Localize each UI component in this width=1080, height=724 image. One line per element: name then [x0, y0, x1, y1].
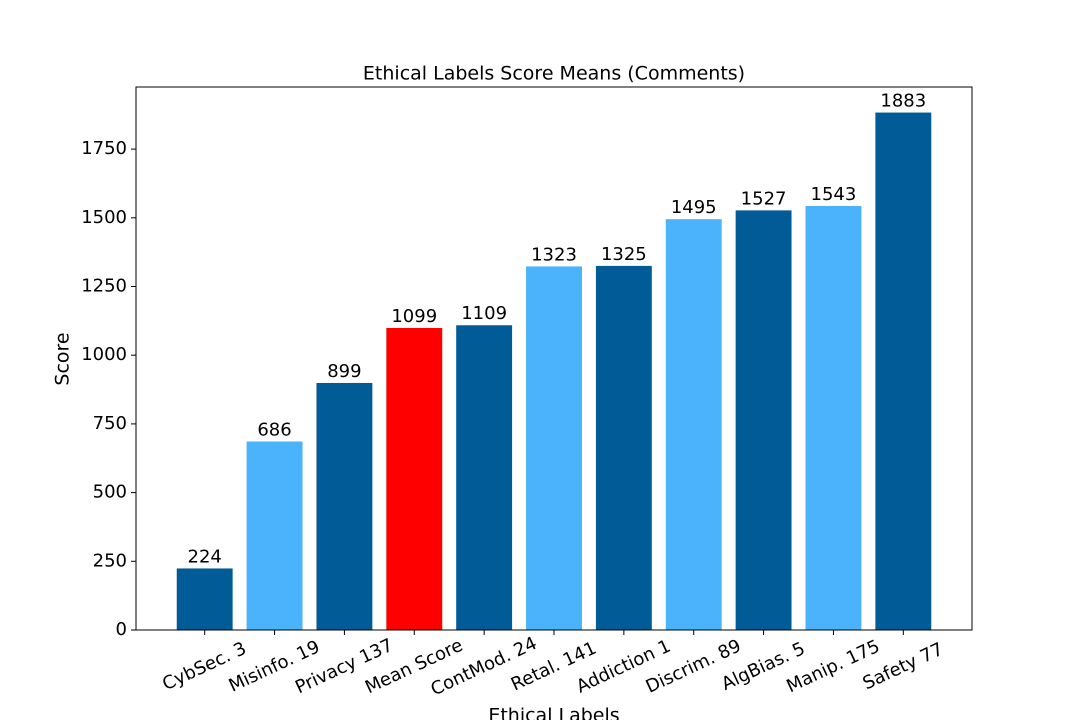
bar — [805, 205, 862, 630]
value-label: 224 — [188, 546, 222, 567]
y-tick-label: 1250 — [81, 276, 127, 297]
value-label: 686 — [257, 419, 291, 440]
y-tick-label: 1750 — [81, 138, 127, 159]
bar — [665, 219, 722, 631]
y-tick-label: 1500 — [81, 207, 127, 228]
value-label: 1323 — [531, 244, 577, 265]
bar — [316, 382, 373, 630]
value-label: 1325 — [601, 244, 647, 265]
value-label: 1099 — [391, 306, 437, 327]
value-label: 1527 — [741, 188, 787, 209]
y-tick-label: 750 — [93, 413, 127, 434]
bar — [176, 568, 233, 630]
bar — [735, 210, 792, 631]
value-label: 1543 — [811, 184, 857, 205]
x-axis-label: Ethical Labels — [488, 705, 619, 721]
bar — [526, 266, 582, 630]
bar — [386, 327, 443, 630]
bar — [246, 441, 303, 630]
bar — [595, 265, 652, 630]
chart-title: Ethical Labels Score Means (Comments) — [363, 63, 745, 85]
y-tick-label: 500 — [93, 482, 127, 503]
value-label: 1109 — [461, 303, 507, 324]
y-tick-label: 0 — [116, 619, 127, 640]
value-label: 899 — [327, 361, 361, 382]
y-axis-label: Score — [52, 332, 74, 385]
value-label: 1495 — [671, 197, 717, 218]
bar — [875, 112, 932, 631]
bar — [456, 325, 513, 630]
y-tick-label: 1000 — [81, 344, 127, 365]
y-tick-label: 250 — [93, 550, 127, 571]
value-label: 1883 — [880, 91, 926, 112]
